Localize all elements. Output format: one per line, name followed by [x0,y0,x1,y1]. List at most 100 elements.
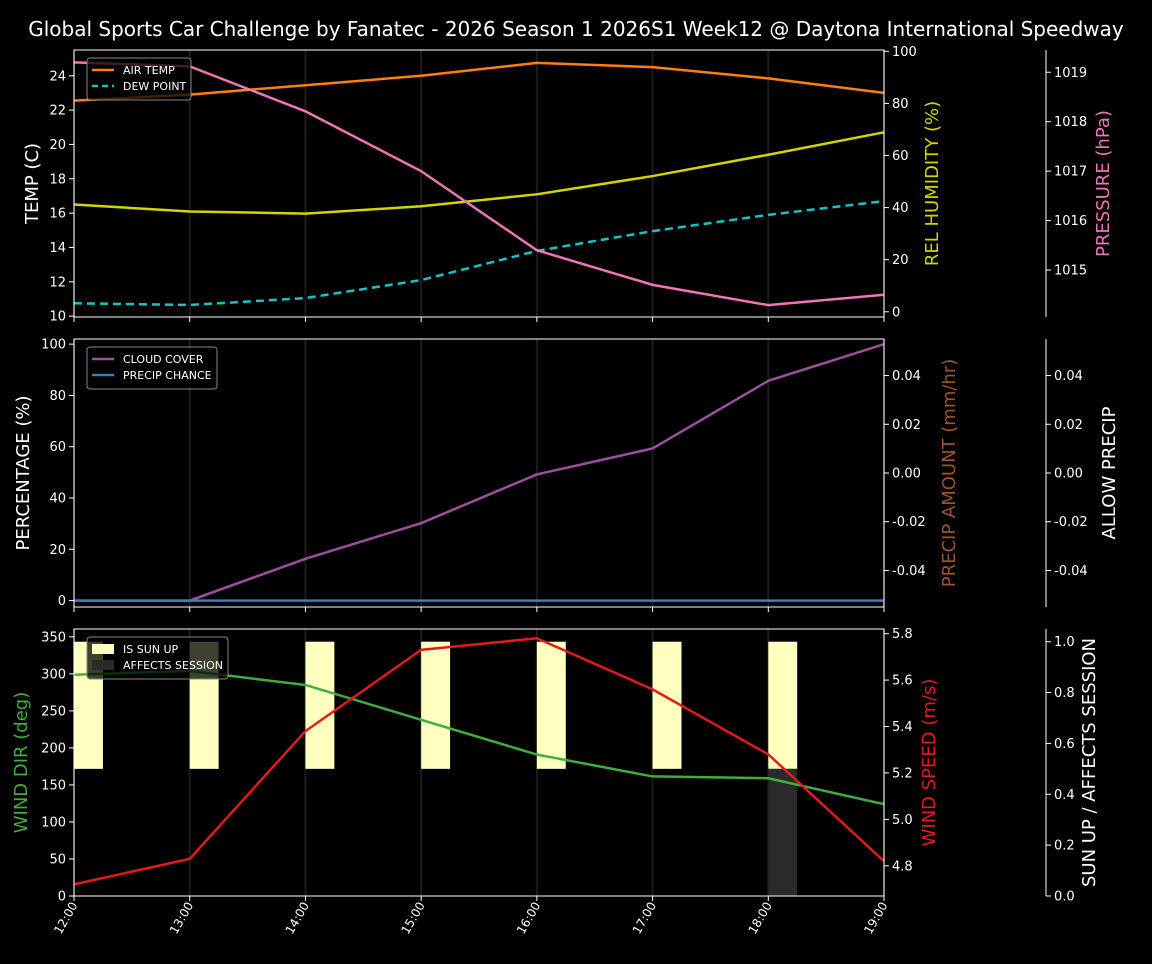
bar-is-sun-up [421,641,451,769]
legend-label: IS SUN UP [123,643,179,656]
y-tick-label: 0.02 [892,418,921,433]
y-tick-label: 0.00 [892,467,921,482]
y-tick-label: 5.6 [892,674,913,689]
y-tick-label: 0.00 [1054,467,1083,482]
x-tick-label: 16:00 [514,900,543,937]
y-tick-label: 40 [892,201,909,216]
y-tick-label: 16 [49,207,66,222]
bar-is-sun-up [305,641,335,769]
y-tick-label: 100 [41,338,66,353]
y-tick-label: 14 [49,241,66,256]
y-tick-label: 60 [892,149,909,164]
y-tick-label: 0.6 [1054,737,1075,752]
x-tick-label: 12:00 [51,900,80,937]
y-tick-label: 20 [49,138,66,153]
y-tick-label: -0.04 [892,564,926,579]
legend-swatch [92,644,114,654]
series-line-axis1 [73,131,885,215]
x-tick-label: 19:00 [861,900,890,937]
legend-box [86,636,229,680]
series-line-cloud-cover [74,342,885,602]
y-tick-label: 100 [892,45,917,60]
y-tick-label: 1.0 [1054,635,1075,650]
y-tick-label: 1018 [1054,115,1087,130]
y-tick-label: 0.2 [1054,839,1075,854]
y-tick-label: 50 [49,852,66,867]
axis-label: SUN UP / AFFECTS SESSION [1079,638,1100,887]
y-tick-label: 40 [49,492,66,507]
y-tick-label: 0.04 [1054,369,1083,384]
y-tick-label: 5.2 [892,766,913,781]
y-tick-label: 0.8 [1054,686,1075,701]
panel-3: 0 50 100 150 200 250 300 350 WIND DIR (deg) 4.8 5.… [11,627,1100,904]
y-tick-label: 250 [41,704,66,719]
bar-is-sun-up [768,641,798,769]
axis-label: TEMP (C) [22,143,43,225]
axis-label: ALLOW PRECIP [1099,406,1120,539]
y-tick-label: 22 [49,104,66,119]
bar-is-sun-up [652,641,682,769]
legend-swatch [92,660,114,670]
y-tick-label: 350 [41,630,66,645]
y-tick-label: 20 [49,543,66,558]
y-tick-label: 1015 [1054,264,1087,279]
y-tick-label: -0.02 [892,515,926,530]
y-tick-label: 0 [892,305,900,320]
y-tick-label: 100 [41,815,66,830]
y-tick-label: 150 [41,778,66,793]
y-tick-label: 1016 [1054,214,1087,229]
axis-label: WIND DIR (deg) [11,692,32,834]
x-tick-label: 18:00 [745,900,774,937]
y-tick-label: 0.4 [1054,788,1075,803]
axis-label: PRESSURE (hPa) [1093,110,1114,257]
axis-label: REL HUMIDITY (%) [922,101,943,266]
series-line-air-temp [73,61,885,102]
y-tick-label: -0.02 [1054,515,1088,530]
y-tick-label: -0.04 [1054,564,1088,579]
axis-label: PERCENTAGE (%) [13,395,34,550]
y-tick-label: 20 [892,253,909,268]
y-tick-label: 0 [58,890,66,905]
bar-affects-session [768,768,798,896]
y-tick-label: 5.0 [892,813,913,828]
panel-2: 0 20 40 60 80 100 PERCENTAGE (%) -0.04 -0.02 0.00… [13,338,1120,612]
y-tick-label: 24 [49,69,66,84]
axis-label: PRECIP AMOUNT (mm/hr) [939,359,960,588]
y-tick-label: 300 [41,667,66,682]
legend-label: CLOUD COVER [123,353,204,366]
y-tick-label: 80 [892,97,909,112]
y-tick-label: 18 [49,172,66,187]
legend: CLOUD COVER PRECIP CHANCE [86,346,218,390]
axis-label: WIND SPEED (m/s) [919,679,940,847]
y-tick-label: 5.4 [892,720,913,735]
chart-title: Global Sports Car Challenge by Fanatec -… [28,17,1124,41]
y-tick-label: 5.8 [892,627,913,642]
bar-is-sun-up [536,641,566,769]
x-tick-label: 13:00 [167,900,196,937]
series-line-dew-point [73,199,885,307]
panel-1: 10 12 14 16 18 20 22 24 TEMP (C) 0 20 40 60 80 100 REL … [22,45,1114,325]
y-tick-label: 0.04 [892,369,921,384]
legend-label: AIR TEMP [123,64,175,77]
y-tick-label: 10 [49,310,66,325]
x-tick-label: 17:00 [630,900,659,937]
series-line-axis1 [73,637,885,886]
series-line-axis2 [73,61,885,307]
y-tick-label: 4.8 [892,859,913,874]
x-tick-label: 14:00 [283,900,312,937]
legend-box [86,346,218,390]
legend: AIR TEMP DEW POINT [86,57,192,101]
y-tick-label: 0 [58,594,66,609]
legend-label: AFFECTS SESSION [123,659,223,672]
x-tick-label: 15:00 [398,900,427,937]
y-tick-label: 12 [49,275,66,290]
legend: IS SUN UP AFFECTS SESSION [86,636,229,680]
y-tick-label: 80 [49,389,66,404]
legend-label: PRECIP CHANCE [123,369,212,382]
legend-label: DEW POINT [123,80,187,93]
plot-frame [73,49,885,318]
y-tick-label: 0.0 [1054,890,1075,905]
legend-box [86,57,192,101]
y-tick-label: 1019 [1054,66,1087,81]
y-tick-label: 0.02 [1054,418,1083,433]
